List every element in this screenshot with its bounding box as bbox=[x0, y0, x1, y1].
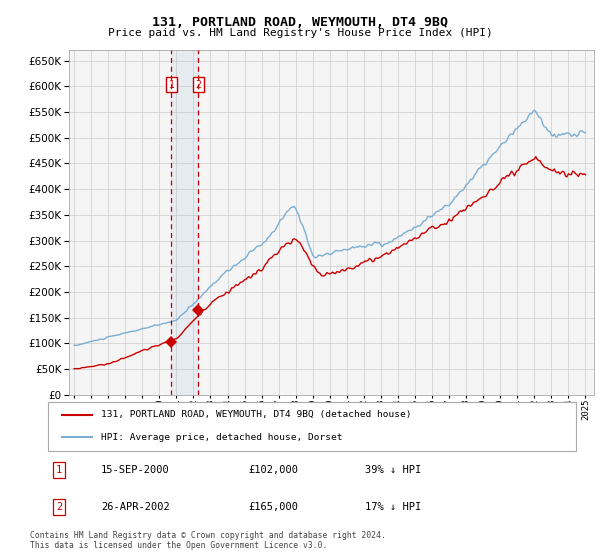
Text: 15-SEP-2000: 15-SEP-2000 bbox=[101, 465, 170, 475]
Text: 2: 2 bbox=[196, 80, 202, 90]
Text: HPI: Average price, detached house, Dorset: HPI: Average price, detached house, Dors… bbox=[101, 433, 342, 442]
Text: £165,000: £165,000 bbox=[248, 502, 299, 512]
Text: 17% ↓ HPI: 17% ↓ HPI bbox=[365, 502, 421, 512]
Text: 131, PORTLAND ROAD, WEYMOUTH, DT4 9BQ (detached house): 131, PORTLAND ROAD, WEYMOUTH, DT4 9BQ (d… bbox=[101, 410, 412, 419]
FancyBboxPatch shape bbox=[48, 402, 576, 451]
Text: 26-APR-2002: 26-APR-2002 bbox=[101, 502, 170, 512]
Text: Price paid vs. HM Land Registry's House Price Index (HPI): Price paid vs. HM Land Registry's House … bbox=[107, 28, 493, 38]
Text: 1: 1 bbox=[169, 80, 175, 90]
Text: 39% ↓ HPI: 39% ↓ HPI bbox=[365, 465, 421, 475]
Text: 131, PORTLAND ROAD, WEYMOUTH, DT4 9BQ: 131, PORTLAND ROAD, WEYMOUTH, DT4 9BQ bbox=[152, 16, 448, 29]
Text: Contains HM Land Registry data © Crown copyright and database right 2024.
This d: Contains HM Land Registry data © Crown c… bbox=[30, 531, 386, 550]
Text: £102,000: £102,000 bbox=[248, 465, 299, 475]
Bar bbox=[172, 50, 199, 395]
Text: 1: 1 bbox=[56, 465, 62, 475]
Text: 2: 2 bbox=[56, 502, 62, 512]
